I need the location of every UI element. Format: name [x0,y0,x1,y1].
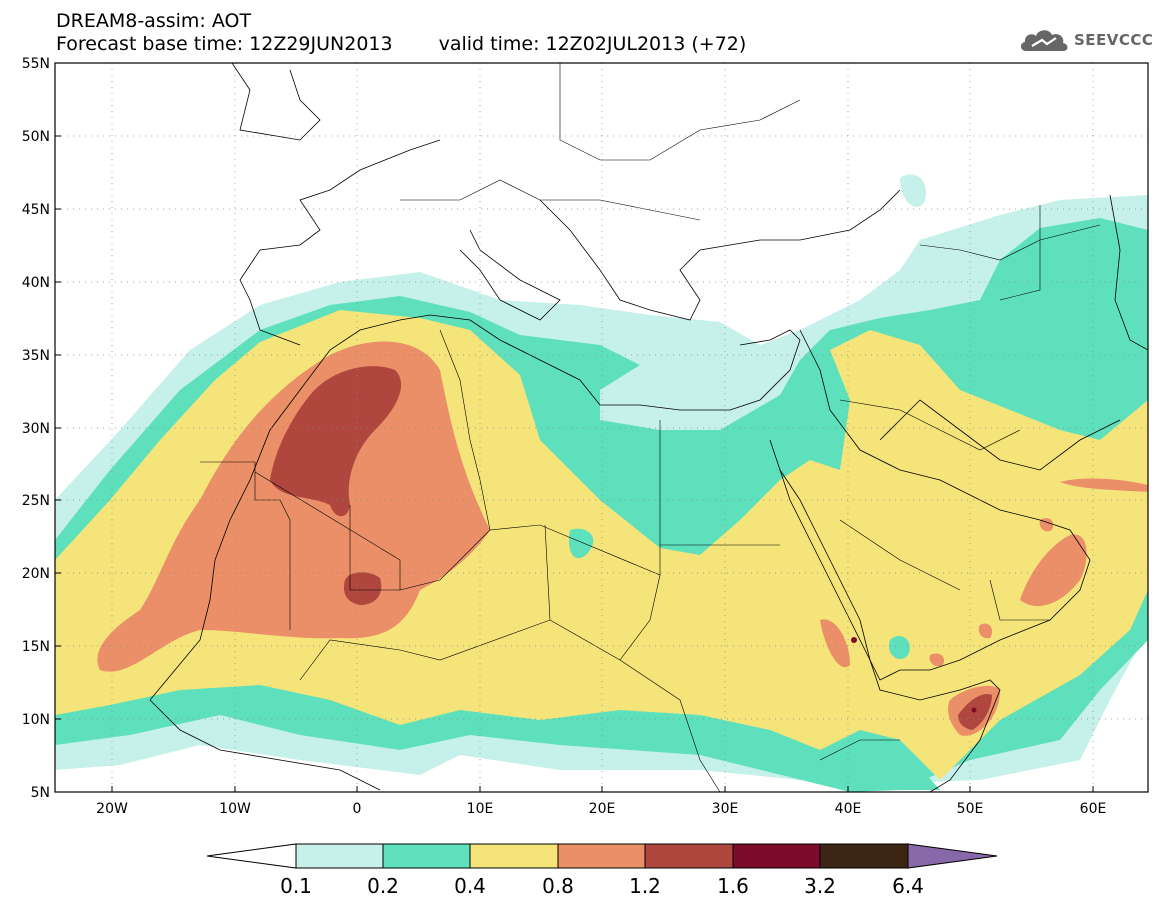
colorbar-label: 0.4 [454,874,486,898]
lat-label: 40N [22,275,50,291]
valid-time: valid time: 12Z02JUL2013 (+72) [438,33,747,55]
colorbar-label: 0.8 [542,874,574,898]
graticule [55,63,1148,792]
colorbar-swatch [382,843,471,869]
lat-label: 35N [22,348,50,364]
lat-label: 5N [31,785,50,801]
lat-label: 50N [22,129,50,145]
lat-label: 30N [22,421,50,437]
lon-label: 40E [835,801,862,817]
colorbar-swatch [732,843,821,869]
lat-label: 25N [22,493,50,509]
colorbar-swatch [557,843,646,869]
seevccc-logo: SEEVCCC [1018,23,1153,57]
lat-label: 55N [22,56,50,72]
base-time: Forecast base time: 12Z29JUN2013 [56,33,393,55]
colorbar-label: 1.2 [629,874,661,898]
colorbar-high-triangle [907,843,998,869]
colorbar-label: 0.1 [280,874,312,898]
lon-label: 20E [589,801,616,817]
lon-label: 10W [219,801,251,817]
colorbar-swatch [644,843,734,869]
lat-label: 20N [22,566,50,582]
colorbar-low-triangle [206,843,297,869]
lon-label: 60E [1080,801,1107,817]
lon-label: 50E [957,801,984,817]
lon-label: 30E [712,801,739,817]
colorbar-swatch [295,843,384,869]
colorbar [206,843,998,869]
lat-label: 45N [22,202,50,218]
colorbar-swatch [819,843,909,869]
lat-label: 15N [22,639,50,655]
lon-label: 20W [96,801,128,817]
logo-text: SEEVCCC [1074,31,1154,49]
lon-label: 0 [353,801,362,817]
colorbar-label: 0.2 [367,874,399,898]
country-borders [200,63,1101,792]
lon-label: 10E [467,801,494,817]
forecast-times: Forecast base time: 12Z29JUN2013 valid ti… [56,33,746,55]
colorbar-label: 6.4 [892,874,924,898]
colorbar-label: 3.2 [804,874,836,898]
cloud-icon [1020,30,1068,51]
map-title: DREAM8-assim: AOT [56,10,252,32]
lat-label: 10N [22,712,50,728]
colorbar-label: 1.6 [717,874,749,898]
axis-ticks [55,62,1094,793]
colorbar-swatch [469,843,559,869]
